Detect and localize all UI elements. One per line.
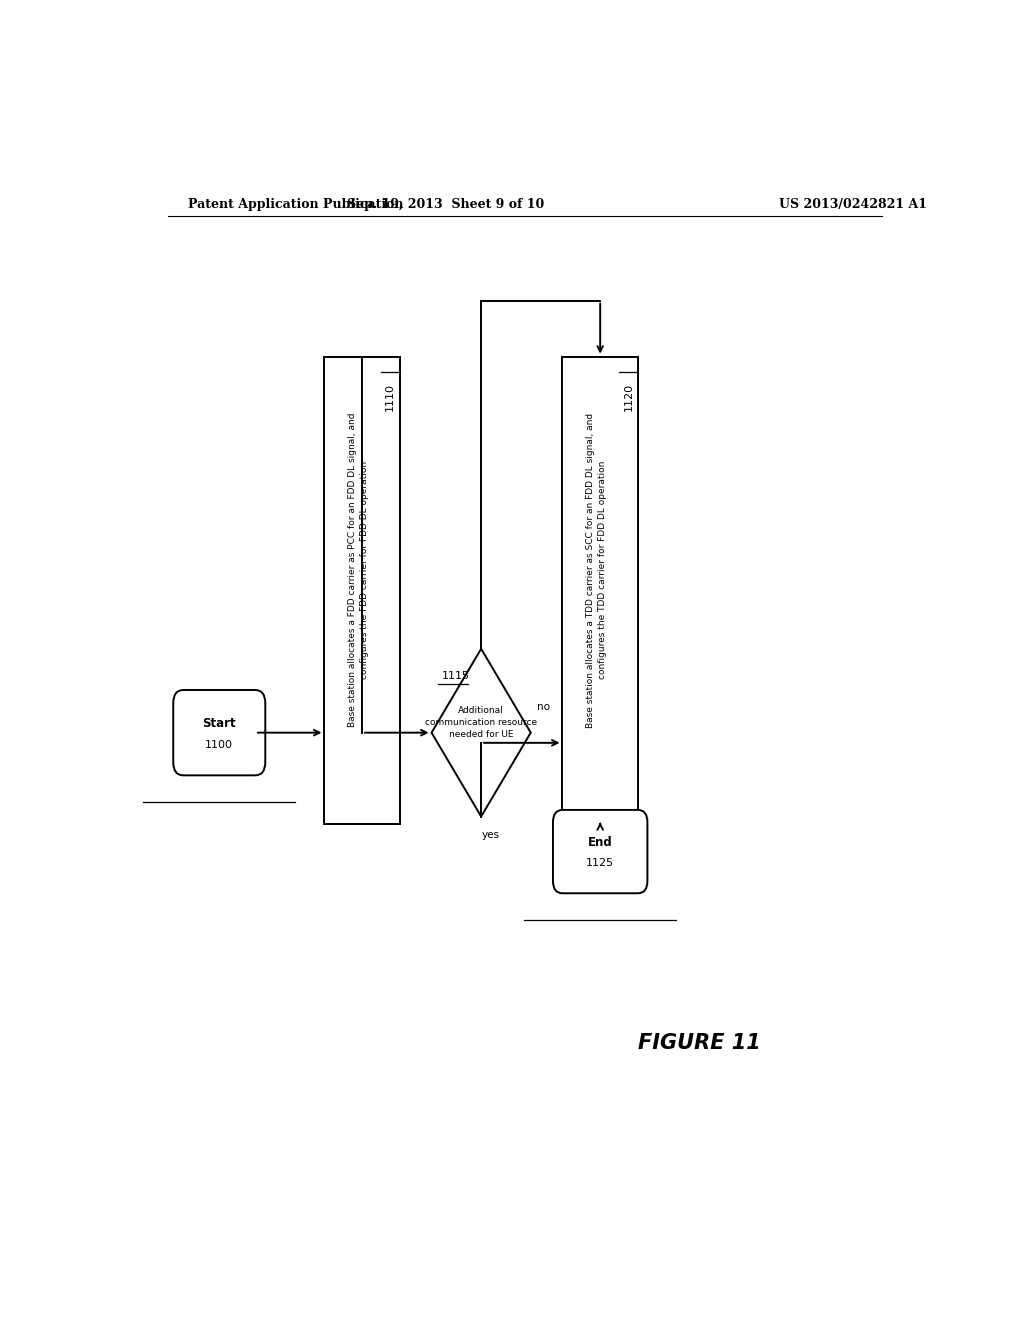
Bar bbox=[562, 356, 638, 824]
Text: 1100: 1100 bbox=[205, 741, 233, 750]
Text: Patent Application Publication: Patent Application Publication bbox=[187, 198, 403, 211]
Polygon shape bbox=[431, 649, 530, 817]
Text: 1115: 1115 bbox=[442, 671, 470, 681]
FancyBboxPatch shape bbox=[173, 690, 265, 775]
Text: Base station allocates a TDD carrier as SCC for an FDD DL signal, and
configures: Base station allocates a TDD carrier as … bbox=[586, 412, 606, 727]
Text: US 2013/0242821 A1: US 2013/0242821 A1 bbox=[778, 198, 927, 211]
Text: End: End bbox=[588, 836, 612, 849]
Bar bbox=[325, 356, 399, 824]
Text: yes: yes bbox=[481, 830, 500, 840]
Text: Start: Start bbox=[203, 717, 237, 730]
Text: Additional
communication resource
needed for UE: Additional communication resource needed… bbox=[425, 706, 538, 739]
Text: 1125: 1125 bbox=[586, 858, 614, 867]
Text: FIGURE 11: FIGURE 11 bbox=[638, 1032, 761, 1052]
Text: 1110: 1110 bbox=[385, 383, 395, 412]
Text: Sep. 19, 2013  Sheet 9 of 10: Sep. 19, 2013 Sheet 9 of 10 bbox=[347, 198, 544, 211]
FancyBboxPatch shape bbox=[553, 810, 647, 894]
Text: Base station allocates a FDD carrier as PCC for an FDD DL signal, and
configures: Base station allocates a FDD carrier as … bbox=[348, 413, 369, 727]
Text: 1120: 1120 bbox=[624, 383, 634, 412]
Text: no: no bbox=[538, 702, 550, 713]
